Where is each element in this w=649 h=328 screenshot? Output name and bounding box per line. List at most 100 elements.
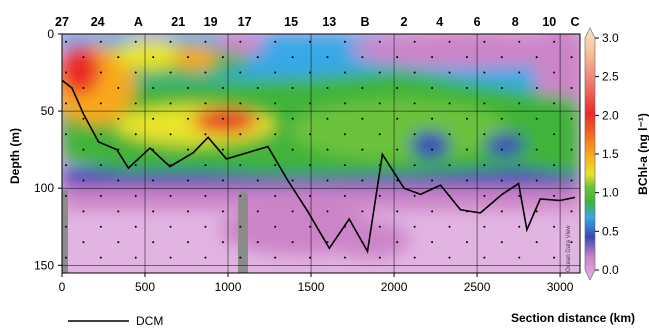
dcm-legend-label: DCM xyxy=(136,314,163,328)
colorbar-tick-label-2: 1.0 xyxy=(602,186,619,200)
sample-point xyxy=(465,56,468,59)
sample-point xyxy=(518,40,521,43)
sample-point xyxy=(378,133,381,136)
sample-point xyxy=(343,164,346,167)
colorbar-tick-label-3: 1.5 xyxy=(602,147,619,161)
sample-point xyxy=(187,148,190,151)
sample-point xyxy=(65,71,67,74)
sample-point xyxy=(309,164,312,167)
sample-point xyxy=(309,133,312,136)
sample-point xyxy=(518,71,521,74)
sample-point xyxy=(500,148,503,151)
sample-point xyxy=(204,164,207,167)
sample-point xyxy=(326,86,329,89)
sample-point xyxy=(518,133,521,136)
station-label-14: C xyxy=(571,15,580,29)
sample-point xyxy=(570,56,573,59)
sample-point xyxy=(256,241,259,244)
sample-point xyxy=(204,133,207,136)
sample-point xyxy=(413,40,416,43)
sample-point xyxy=(65,256,67,259)
sample-point xyxy=(396,210,399,213)
sample-point xyxy=(553,164,556,167)
sample-point xyxy=(65,102,67,105)
sample-point xyxy=(378,256,381,259)
colorbar-ticks: 0.0 0.5 1.0 1.5 2.0 2.5 3.0 xyxy=(595,31,619,277)
sample-point xyxy=(535,210,538,213)
watermark: Ocean Data View xyxy=(566,225,572,272)
sample-point xyxy=(343,133,346,136)
sample-point xyxy=(239,40,242,43)
sample-point xyxy=(448,256,451,259)
sample-point xyxy=(134,256,137,259)
sample-point xyxy=(465,179,468,182)
sample-point xyxy=(152,241,155,244)
sample-point xyxy=(117,117,120,120)
sample-point xyxy=(152,117,155,120)
station-label-2: A xyxy=(134,15,143,29)
sample-point xyxy=(413,102,416,105)
sample-point xyxy=(99,256,102,259)
sample-point xyxy=(309,256,312,259)
sample-point xyxy=(431,117,434,120)
sample-point xyxy=(204,102,207,105)
sample-point xyxy=(483,164,486,167)
sample-point xyxy=(448,225,451,228)
sample-point xyxy=(343,40,346,43)
sample-point xyxy=(553,133,556,136)
sample-point xyxy=(483,225,486,228)
sample-point xyxy=(518,225,521,228)
sample-point xyxy=(326,117,329,120)
colorbar-tick-label-5: 2.5 xyxy=(602,70,619,84)
sample-point xyxy=(431,86,434,89)
x-tick-label-5: 2500 xyxy=(464,280,491,294)
sample-point xyxy=(204,71,207,74)
sample-point xyxy=(291,210,294,213)
station-label-12: 8 xyxy=(512,15,519,29)
sample-point xyxy=(221,148,224,151)
sample-point xyxy=(117,179,120,182)
x-axis-title: Section distance (km) xyxy=(511,311,635,325)
sample-point xyxy=(431,210,434,213)
sample-point xyxy=(448,71,451,74)
sample-point xyxy=(152,56,155,59)
sample-point xyxy=(326,241,329,244)
sample-point xyxy=(483,102,486,105)
sample-point xyxy=(465,86,468,89)
sample-point xyxy=(500,117,503,120)
colorbar-tick-label-0: 0.0 xyxy=(602,263,619,277)
dcm-line xyxy=(61,79,576,254)
y-tick-label-1: 50 xyxy=(41,104,55,118)
sample-point xyxy=(483,133,486,136)
sample-point xyxy=(396,241,399,244)
sample-point xyxy=(169,71,172,74)
x-tick-label-3: 1500 xyxy=(298,280,325,294)
sample-point xyxy=(291,117,294,120)
sample-point xyxy=(117,56,120,59)
sample-point xyxy=(483,256,486,259)
sample-point xyxy=(152,179,155,182)
sample-point xyxy=(448,40,451,43)
sample-point xyxy=(274,225,277,228)
sample-point xyxy=(274,102,277,105)
sample-point xyxy=(187,86,190,89)
sample-point xyxy=(256,117,259,120)
sample-point xyxy=(396,86,399,89)
station-labels: 27 24 A 21 19 17 15 13 B 2 4 6 8 10 C xyxy=(55,15,579,29)
sample-point xyxy=(396,117,399,120)
sample-point xyxy=(82,148,85,151)
sample-point xyxy=(309,102,312,105)
station-label-8: B xyxy=(360,15,369,29)
sample-point xyxy=(483,71,486,74)
sample-point xyxy=(413,71,416,74)
sample-point xyxy=(361,210,364,213)
sample-point xyxy=(361,86,364,89)
sample-point xyxy=(204,225,207,228)
sample-point xyxy=(134,164,137,167)
sample-point xyxy=(187,241,190,244)
sample-point xyxy=(326,148,329,151)
colorbar-tick-label-1: 0.5 xyxy=(602,224,619,238)
sample-point xyxy=(553,225,556,228)
sample-point xyxy=(274,194,277,197)
sample-point xyxy=(134,133,137,136)
